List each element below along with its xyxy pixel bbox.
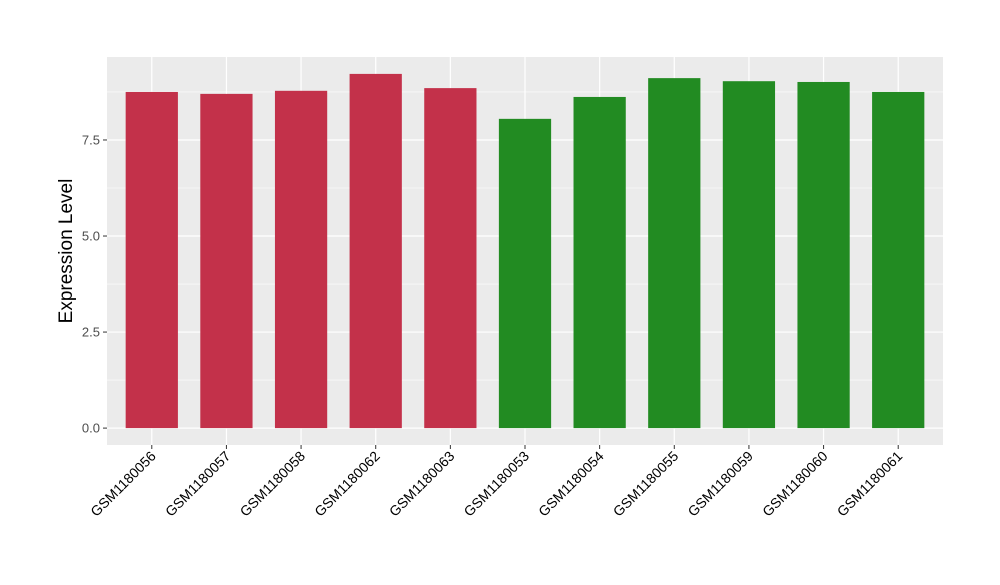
y-axis-label: Expression Level bbox=[56, 179, 77, 324]
x-tick-label: GSM1180059 bbox=[684, 448, 756, 520]
x-tick-label: GSM1180060 bbox=[759, 448, 831, 520]
bar-GSM1180059 bbox=[722, 81, 776, 429]
bar-GSM1180055 bbox=[648, 78, 701, 429]
bar-GSM1180063 bbox=[424, 88, 477, 429]
bar-GSM1180061 bbox=[872, 91, 925, 429]
bar-GSM1180057 bbox=[200, 93, 253, 429]
bar-GSM1180054 bbox=[573, 96, 626, 429]
x-tick-label: GSM1180054 bbox=[535, 448, 607, 520]
x-tick-label: GSM1180063 bbox=[386, 448, 458, 520]
bar-GSM1180058 bbox=[274, 90, 328, 429]
x-tick-label: GSM1180058 bbox=[237, 448, 309, 520]
bar-GSM1180060 bbox=[797, 81, 850, 429]
x-tick-label: GSM1180053 bbox=[460, 448, 532, 520]
x-tick-label: GSM1180057 bbox=[162, 448, 234, 520]
bar-GSM1180062 bbox=[349, 73, 402, 429]
bar-GSM1180053 bbox=[498, 118, 552, 429]
x-tick-label: GSM1180056 bbox=[87, 448, 159, 520]
x-tick-label: GSM1180062 bbox=[311, 448, 383, 520]
y-tick-label: 2.5 bbox=[82, 325, 100, 340]
y-tick-label: 7.5 bbox=[82, 132, 100, 147]
bar-GSM1180056 bbox=[125, 91, 178, 429]
y-tick-label: 0.0 bbox=[82, 421, 100, 436]
x-tick-label: GSM1180055 bbox=[610, 448, 682, 520]
x-tick-label: GSM1180061 bbox=[834, 448, 906, 520]
y-tick-label: 5.0 bbox=[82, 229, 100, 244]
